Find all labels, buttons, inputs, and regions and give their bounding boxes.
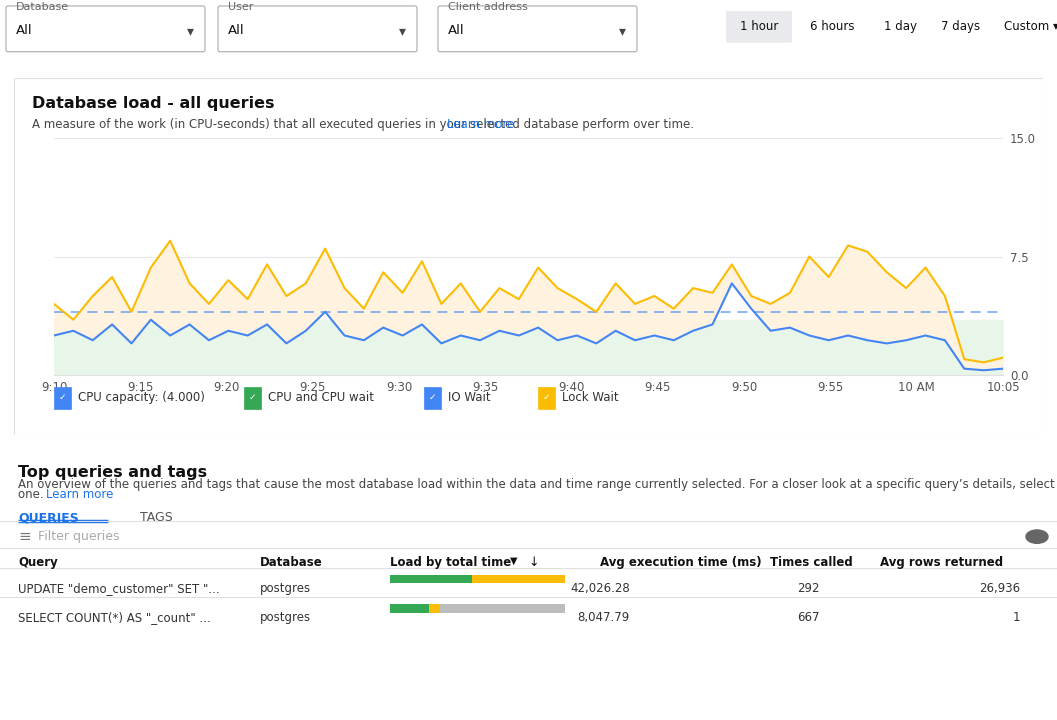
Bar [390, 604, 428, 613]
Text: Database: Database [16, 2, 69, 12]
Bar [428, 604, 439, 613]
Text: QUERIES: QUERIES [18, 511, 79, 524]
Bar [439, 604, 502, 613]
Text: IO Wait: IO Wait [448, 391, 490, 404]
Text: Database load - all queries: Database load - all queries [32, 96, 275, 111]
FancyBboxPatch shape [796, 11, 868, 42]
Text: Times called: Times called [769, 556, 853, 569]
Text: ✓: ✓ [429, 393, 437, 402]
Text: postgres: postgres [260, 582, 311, 595]
FancyBboxPatch shape [424, 387, 441, 409]
Text: 292: 292 [797, 582, 820, 595]
Text: 1: 1 [1013, 611, 1020, 624]
FancyBboxPatch shape [244, 387, 261, 409]
FancyBboxPatch shape [218, 6, 418, 52]
Text: ▾: ▾ [619, 24, 626, 38]
Text: 1 hour: 1 hour [740, 20, 778, 33]
Text: Avg execution time (ms): Avg execution time (ms) [600, 556, 762, 569]
Bar [390, 575, 438, 583]
FancyBboxPatch shape [726, 11, 792, 42]
Text: ▾: ▾ [398, 24, 406, 38]
Text: postgres: postgres [260, 611, 311, 624]
Text: All: All [16, 24, 33, 37]
Text: 667: 667 [797, 611, 820, 624]
FancyBboxPatch shape [993, 11, 1057, 42]
Text: 8,047.79: 8,047.79 [578, 611, 630, 624]
Text: A measure of the work (in CPU-seconds) that all executed queries in your selecte: A measure of the work (in CPU-seconds) t… [32, 118, 698, 131]
Text: CPU capacity: (4.000): CPU capacity: (4.000) [78, 391, 205, 404]
Bar [472, 575, 521, 583]
Text: All: All [228, 24, 244, 37]
Text: ?: ? [1034, 531, 1040, 541]
Text: Filter queries: Filter queries [38, 530, 119, 543]
Text: UPDATE "demo_customer" SET "...: UPDATE "demo_customer" SET "... [18, 582, 220, 595]
Text: 42,026.28: 42,026.28 [570, 582, 630, 595]
Text: All: All [448, 24, 465, 37]
Text: User: User [228, 2, 254, 12]
Text: ✓: ✓ [248, 393, 256, 402]
Text: ▾: ▾ [187, 24, 194, 38]
Text: CPU and CPU wait: CPU and CPU wait [267, 391, 373, 404]
FancyBboxPatch shape [438, 6, 637, 52]
Text: Database: Database [260, 556, 322, 569]
Text: Load by total time: Load by total time [390, 556, 512, 569]
Text: ✓: ✓ [543, 393, 551, 402]
FancyBboxPatch shape [872, 11, 928, 42]
Text: 7 days: 7 days [942, 20, 981, 33]
Bar [521, 575, 565, 583]
Text: 26,936: 26,936 [979, 582, 1020, 595]
Text: one.: one. [18, 488, 48, 501]
Text: ✓: ✓ [59, 393, 67, 402]
Text: Lock Wait: Lock Wait [561, 391, 618, 404]
Text: ↓: ↓ [525, 556, 539, 569]
Text: ▼: ▼ [509, 556, 518, 566]
FancyBboxPatch shape [54, 387, 71, 409]
Text: SELECT COUNT(*) AS "_count" ...: SELECT COUNT(*) AS "_count" ... [18, 611, 210, 624]
Circle shape [1026, 530, 1047, 544]
Text: Avg rows returned: Avg rows returned [880, 556, 1003, 569]
Bar [502, 604, 565, 613]
Text: Learn more: Learn more [447, 118, 515, 131]
FancyBboxPatch shape [930, 11, 993, 42]
Text: Top queries and tags: Top queries and tags [18, 465, 207, 480]
Text: Query: Query [18, 556, 58, 569]
Text: 6 hours: 6 hours [810, 20, 854, 33]
Bar [438, 575, 472, 583]
FancyBboxPatch shape [6, 6, 205, 52]
FancyBboxPatch shape [538, 387, 555, 409]
Text: TAGS: TAGS [140, 511, 172, 524]
Text: Custom ▾: Custom ▾ [1003, 20, 1057, 33]
Text: An overview of the queries and tags that cause the most database load within the: An overview of the queries and tags that… [18, 478, 1055, 491]
Text: Learn more: Learn more [47, 488, 113, 501]
Text: 1 day: 1 day [884, 20, 916, 33]
Text: Client address: Client address [448, 2, 527, 12]
Text: ≡: ≡ [18, 529, 31, 544]
